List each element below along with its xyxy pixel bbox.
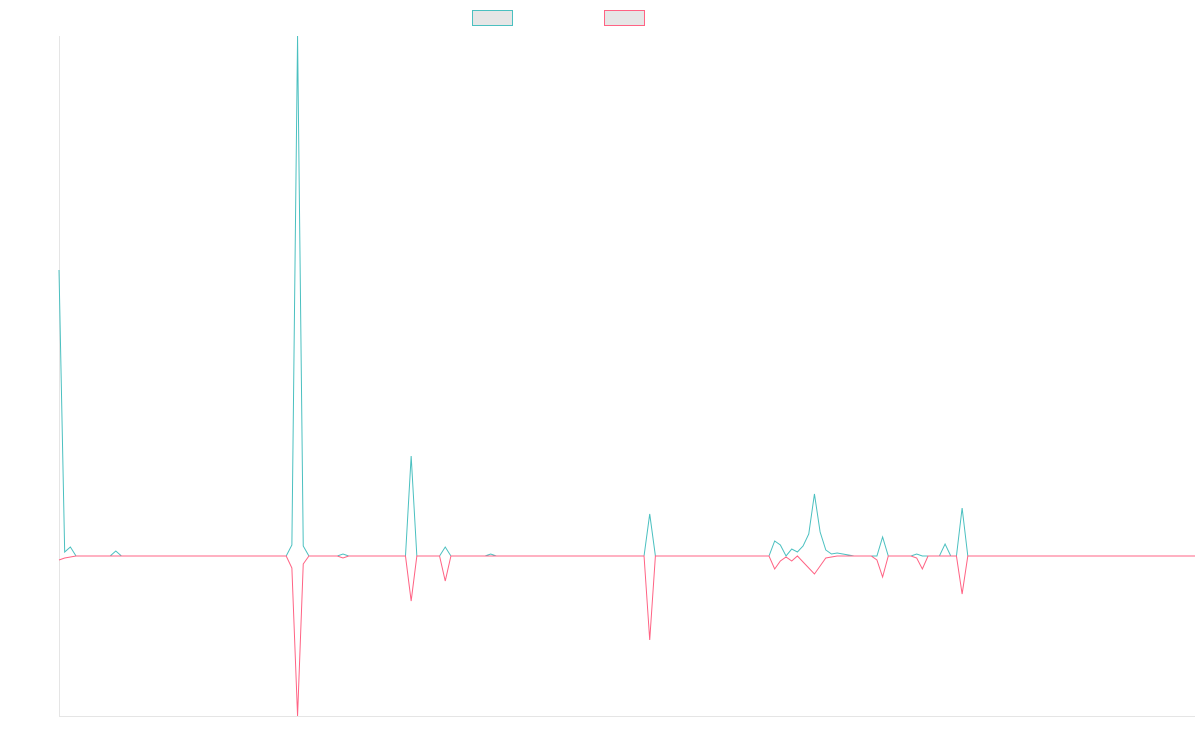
legend-swatch bbox=[472, 10, 513, 26]
series-line bbox=[58, 35, 1195, 557]
legend-swatch bbox=[604, 10, 645, 26]
series-line bbox=[58, 555, 1195, 717]
